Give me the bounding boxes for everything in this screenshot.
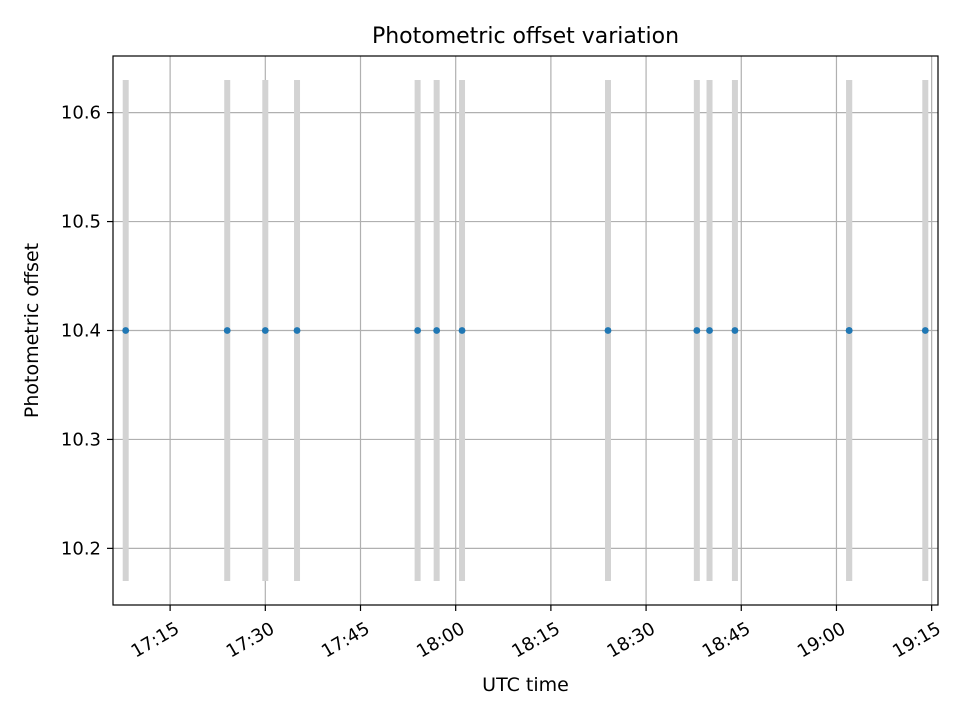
data-points [122, 327, 929, 334]
data-point [293, 327, 301, 334]
y-tick-label: 10.5 [61, 212, 101, 233]
y-axis-ticks: 10.2 10.3 10.4 10.5 10.6 [61, 103, 113, 559]
data-point [433, 327, 441, 334]
data-point [604, 327, 612, 334]
data-point [261, 327, 269, 334]
data-point [693, 327, 701, 334]
data-point [223, 327, 231, 334]
x-axis-label: UTC time [482, 674, 569, 696]
data-point [414, 327, 422, 334]
data-point [845, 327, 853, 334]
y-tick-label: 10.2 [61, 538, 101, 559]
y-axis-label: Photometric offset [21, 243, 43, 418]
y-tick-label: 10.6 [61, 103, 101, 124]
grid-lines [113, 56, 938, 605]
chart-title: Photometric offset variation [372, 24, 679, 49]
y-tick-label: 10.3 [61, 429, 101, 450]
data-point [706, 327, 713, 334]
data-point [921, 327, 929, 334]
data-point [458, 327, 466, 334]
data-point [122, 327, 130, 334]
data-point [731, 327, 739, 334]
y-tick-label: 10.4 [61, 321, 101, 342]
